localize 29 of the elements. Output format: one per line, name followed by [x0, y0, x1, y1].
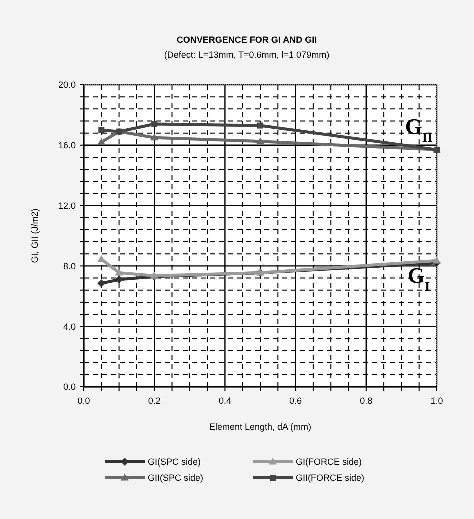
- point: [150, 134, 159, 141]
- x-tick-label: 0.6: [290, 396, 302, 406]
- point: [98, 127, 105, 134]
- y-tick-label: 8.0: [63, 261, 76, 272]
- point: [98, 138, 106, 146]
- y-tick-label: 0.0: [63, 382, 76, 392]
- point: [98, 280, 106, 288]
- point: [115, 268, 124, 276]
- y-tick-label: 4.0: [63, 322, 76, 332]
- x-tick-label: 0.4: [218, 396, 232, 406]
- x-tick-label: 0.0: [78, 396, 90, 406]
- legend-label: GI(FORCE side): [296, 457, 362, 468]
- chart-title: CONVERGENCE FOR GI AND GII: [176, 35, 318, 45]
- legend-label: GII(FORCE side): [296, 473, 365, 484]
- x-tick-label: 0.2: [148, 396, 161, 406]
- x-tick-label: 0.8: [360, 396, 373, 406]
- legend-label: GII(SPC side): [148, 473, 204, 484]
- x-tick-label: 1.0: [430, 396, 444, 406]
- y-tick-label: 12.0: [58, 200, 76, 211]
- point: [433, 256, 441, 264]
- y-tick-label: 16.0: [58, 140, 76, 151]
- y-axis-title: GI, GII (J/m2): [30, 208, 40, 264]
- legend-label: GI(SPC side): [148, 457, 202, 468]
- point: [152, 121, 158, 128]
- point: [256, 138, 264, 144]
- x-axis-title: Element Length, dA (mm): [209, 422, 312, 432]
- point: [258, 122, 264, 129]
- y-tick-label: 20.0: [58, 80, 76, 90]
- chart-subtitle: (Defect: L=13mm, T=0.6mm, l=1.079mm): [164, 50, 330, 60]
